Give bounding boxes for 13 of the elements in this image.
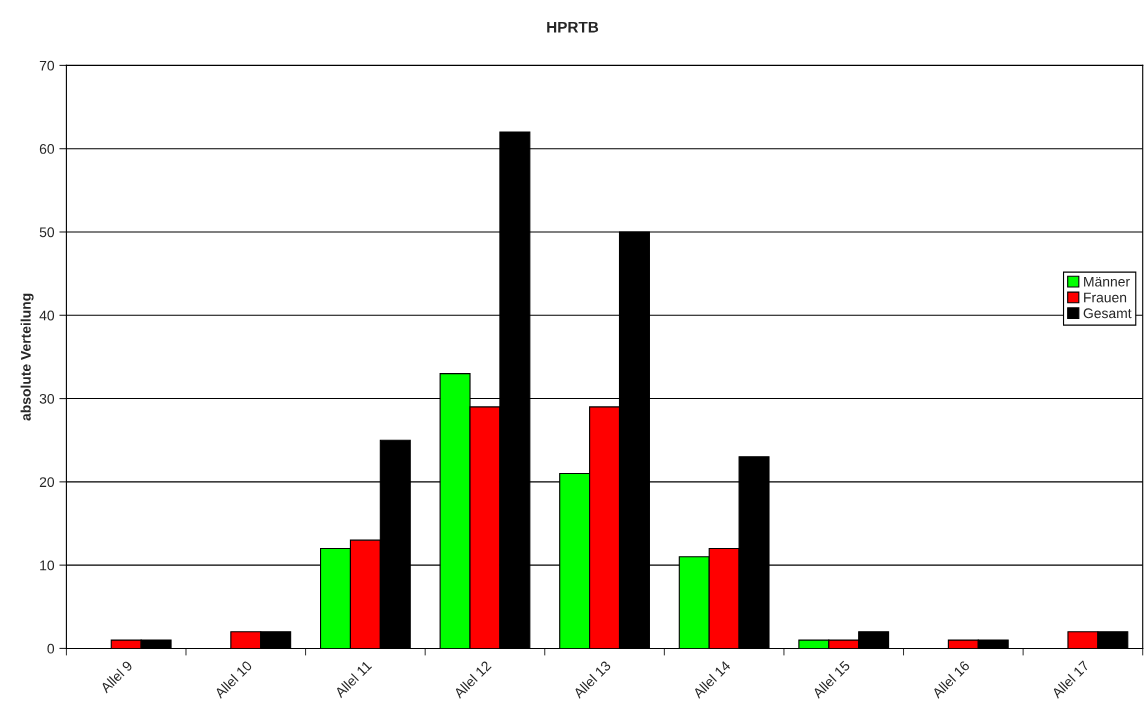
y-tick-label: 70 xyxy=(39,60,55,71)
legend-label: Gesamt xyxy=(1083,308,1132,319)
legend-label: Frauen xyxy=(1084,292,1127,303)
legend-label: Männer xyxy=(1084,276,1130,287)
y-tick-label: 10 xyxy=(40,560,55,571)
chart-title: HPRTB xyxy=(547,21,599,33)
y-tick-label: 50 xyxy=(39,227,55,238)
y-axis-title: absolute Verteilung xyxy=(20,293,34,421)
y-tick-label: 20 xyxy=(39,477,55,488)
y-tick-label: 30 xyxy=(39,393,55,404)
y-tick-label: 60 xyxy=(39,144,55,154)
y-tick-label: 0 xyxy=(47,643,55,654)
y-tick-label: 40 xyxy=(39,310,55,321)
